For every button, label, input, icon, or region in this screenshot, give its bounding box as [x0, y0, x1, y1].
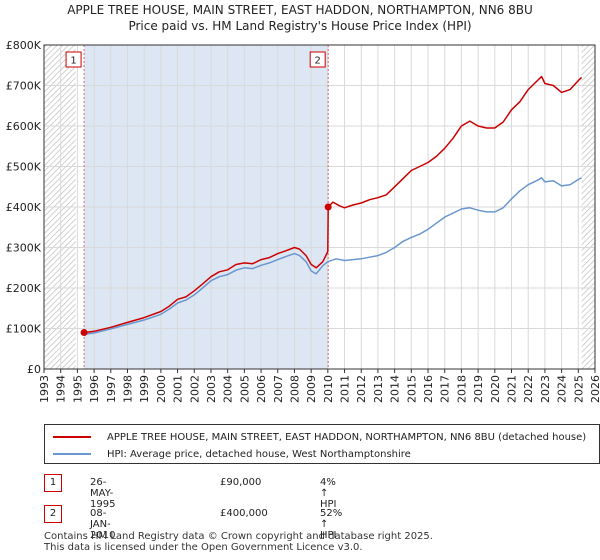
sale-2-point [324, 203, 332, 211]
legend: APPLE TREE HOUSE, MAIN STREET, EAST HADD… [44, 424, 600, 464]
x-tick-label: 2025 [572, 375, 585, 403]
legend-label-property: APPLE TREE HOUSE, MAIN STREET, EAST HADD… [107, 431, 587, 443]
sale-hpi-1: 4% ↑ HPI [320, 477, 337, 510]
x-tick-label: 1999 [138, 375, 151, 403]
x-tick-label: 2006 [255, 375, 268, 403]
x-tick-label: 1996 [88, 375, 101, 403]
x-tick-label: 2023 [539, 375, 552, 403]
x-tick-label: 2021 [506, 375, 519, 403]
x-tick-label: 2018 [455, 375, 468, 403]
x-tick-label: 2017 [439, 375, 452, 403]
x-tick-label: 2026 [589, 375, 600, 403]
x-tick-label: 2016 [422, 375, 435, 403]
hpi-series-line [84, 177, 582, 335]
x-tick-label: 2001 [172, 375, 185, 403]
legend-item-hpi: HPI: Average price, detached house, West… [53, 446, 411, 462]
sale-marker-2: 2 [44, 505, 62, 523]
sale-1-chart-marker [65, 51, 82, 68]
x-tick-label: 2003 [205, 375, 218, 403]
sale-2-chart-marker [309, 51, 326, 68]
footer-licence: This data is licensed under the Open Gov… [44, 542, 363, 553]
y-tick-label: £200K [6, 282, 42, 295]
y-tick-label: £700K [6, 80, 42, 93]
x-tick-label: 1994 [55, 375, 68, 403]
y-tick-label: £0 [27, 363, 41, 376]
sale-price-2: £400,000 [220, 508, 268, 519]
x-tick-label: 2007 [272, 375, 285, 403]
x-tick-label: 2011 [339, 375, 352, 403]
x-tick-label: 2024 [556, 375, 569, 403]
x-tick-label: 2013 [372, 375, 385, 403]
chart-title-line2: Price paid vs. HM Land Registry's House … [128, 19, 472, 33]
x-tick-label: 2004 [222, 375, 235, 403]
x-tick-label: 2000 [155, 375, 168, 403]
sale-marker-1: 1 [44, 474, 62, 492]
sale-price-1: £90,000 [220, 477, 262, 488]
legend-item-property: APPLE TREE HOUSE, MAIN STREET, EAST HADD… [53, 429, 586, 445]
x-tick-label: 2005 [238, 375, 251, 403]
plot-frame [43, 44, 596, 370]
sale-hpi-2: 52% ↑ HPI [320, 508, 343, 541]
x-tick-label: 1998 [121, 375, 134, 403]
x-tick-label: 1997 [105, 375, 118, 403]
x-tick-label: 2014 [389, 375, 402, 403]
y-tick-label: £800K [6, 39, 42, 52]
x-tick-label: 2010 [322, 375, 335, 403]
legend-label-hpi: HPI: Average price, detached house, West… [107, 448, 411, 460]
x-tick-label: 2008 [288, 375, 301, 403]
x-tick-label: 1993 [38, 375, 51, 403]
x-tick-label: 2015 [405, 375, 418, 403]
sale-date-1: 26-MAY-1995 [90, 477, 116, 510]
legend-swatch-hpi [53, 453, 91, 455]
x-tick-label: 2019 [472, 375, 485, 403]
y-tick-label: £300K [6, 242, 42, 255]
footer-copyright: Contains HM Land Registry data © Crown c… [44, 531, 433, 542]
y-tick-label: £400K [6, 201, 42, 214]
sale-1-point [80, 329, 88, 337]
x-tick-label: 2002 [188, 375, 201, 403]
y-tick-label: £100K [6, 323, 42, 336]
property-series-line [84, 75, 583, 334]
legend-swatch-property [53, 436, 91, 438]
x-tick-label: 2022 [522, 375, 535, 403]
x-tick-label: 2020 [489, 375, 502, 403]
x-tick-label: 1995 [71, 375, 84, 403]
x-tick-label: 2009 [305, 375, 318, 403]
sale-date-2: 08-JAN-2010 [90, 508, 116, 541]
sale-1-chart-marker-label: 1 [70, 56, 76, 67]
footer: Contains HM Land Registry data © Crown c… [44, 531, 433, 553]
price-chart: £0 £100K £200K £300K £400K £500K £600K £700K £80… [6, 39, 600, 403]
y-tick-label: £500K [6, 161, 42, 174]
chart-title-line1: APPLE TREE HOUSE, MAIN STREET, EAST HADD… [67, 3, 533, 17]
y-tick-label: £600K [6, 120, 42, 133]
sale-2-chart-marker-label: 2 [314, 56, 320, 67]
x-tick-label: 2012 [355, 375, 368, 403]
